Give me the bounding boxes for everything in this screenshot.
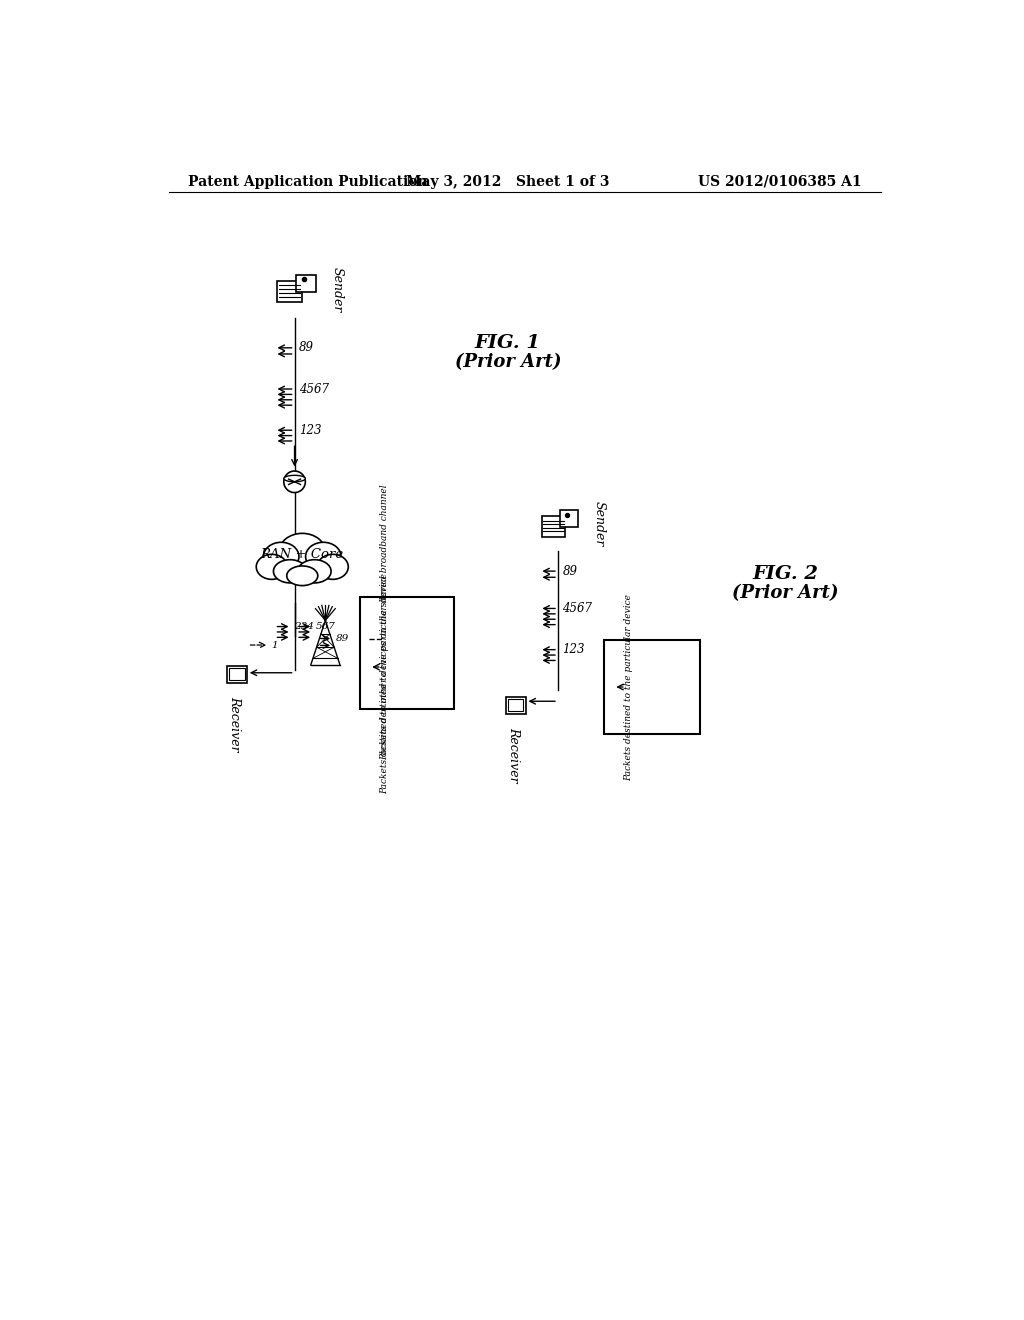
Bar [278,281,302,302]
Bar [604,640,700,734]
Text: FIG. 1: FIG. 1 [475,334,541,352]
Ellipse shape [256,554,288,579]
Bar [297,275,315,292]
Bar [226,665,247,682]
Ellipse shape [317,554,348,579]
Text: FIG. 2: FIG. 2 [752,565,818,583]
Text: Sender: Sender [331,267,344,312]
Bar [560,511,579,527]
Text: 89: 89 [562,565,578,578]
Ellipse shape [279,533,326,570]
Text: 89: 89 [299,342,314,354]
Bar [360,597,454,709]
Text: Receiver: Receiver [228,696,241,751]
Ellipse shape [287,566,317,586]
Text: US 2012/0106385 A1: US 2012/0106385 A1 [698,174,862,189]
Text: Sender: Sender [593,502,605,546]
Text: RAN + Core: RAN + Core [261,548,344,561]
Circle shape [284,471,305,492]
Text: 4567: 4567 [562,602,593,615]
Bar [508,700,523,711]
Ellipse shape [263,543,299,570]
Text: May 3, 2012   Sheet 1 of 3: May 3, 2012 Sheet 1 of 3 [407,174,609,189]
Text: Packets destined to the particular device: Packets destined to the particular devic… [380,573,389,760]
Ellipse shape [298,560,331,583]
Text: Patent Application Publication: Patent Application Publication [188,174,428,189]
Text: 1: 1 [271,640,279,649]
Text: (Prior Art): (Prior Art) [455,354,561,371]
Text: Packets destined to the particular device: Packets destined to the particular devic… [625,594,633,780]
Bar [506,697,525,714]
Ellipse shape [273,560,307,583]
Text: 123: 123 [562,643,585,656]
Bar [542,516,565,537]
Text: Receiver: Receiver [507,726,520,783]
Ellipse shape [305,543,341,570]
Text: (Prior Art): (Prior Art) [732,585,839,602]
Text: 123: 123 [299,424,322,437]
Text: Packets destined to other devices on the shared broadband channel: Packets destined to other devices on the… [380,484,389,795]
Bar [229,668,245,681]
Text: 234: 234 [294,622,313,631]
Text: 567: 567 [315,622,335,631]
Text: 4567: 4567 [299,383,329,396]
Text: 89: 89 [336,635,348,643]
Ellipse shape [284,475,305,482]
